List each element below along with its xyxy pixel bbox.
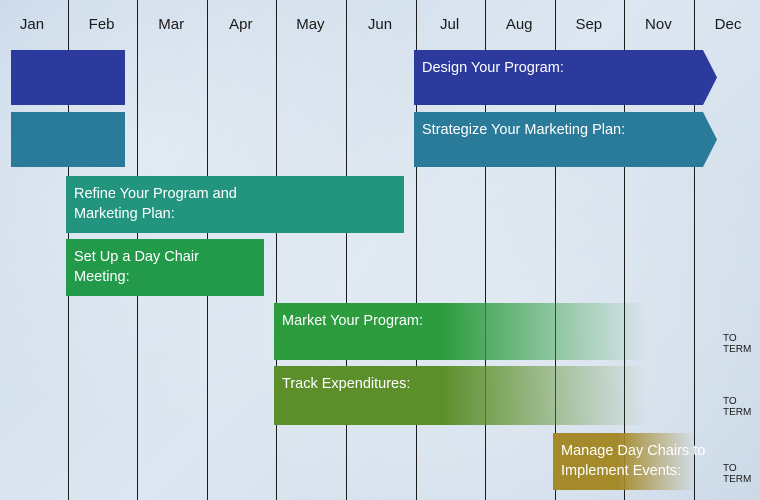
month-label: Jan	[19, 16, 45, 33]
month-label: Mar	[158, 16, 185, 33]
month-label: Feb	[88, 16, 115, 33]
month-gridline	[276, 0, 277, 500]
task-label: Track Expenditures:	[282, 376, 411, 392]
month-gridline	[485, 0, 486, 500]
task-label: Strategize Your Marketing Plan:	[422, 122, 626, 138]
task-label: Market Your Program:	[282, 313, 424, 329]
task-bar	[553, 433, 696, 490]
task-bar	[66, 176, 404, 233]
task-bar	[414, 50, 717, 105]
task-label: Design Your Program:	[422, 60, 564, 76]
task-bar	[414, 112, 717, 167]
month-label: Aug	[505, 16, 533, 33]
task-label: Manage Day Chairs to Implement Events:	[561, 443, 706, 479]
month-label: May	[296, 16, 325, 33]
month-label: Sep	[575, 16, 603, 33]
month-label: Jun	[367, 16, 393, 33]
month-gridline	[555, 0, 556, 500]
task-bar	[274, 366, 647, 425]
to-term-label: TO TERM	[723, 463, 752, 485]
month-label: Dec	[714, 16, 742, 33]
task-bar	[274, 303, 647, 360]
month-gridline	[346, 0, 347, 500]
month-gridline	[416, 0, 417, 500]
task-label: Set Up a Day Chair Meeting:	[74, 249, 199, 285]
task-label: Refine Your Program and Marketing Plan:	[74, 186, 237, 222]
task-bar	[11, 112, 125, 167]
month-label: Nov	[645, 16, 672, 33]
to-term-label: TO TERM	[723, 396, 752, 418]
task-bar	[11, 50, 125, 105]
month-label: Apr	[229, 16, 253, 33]
month-gridline	[624, 0, 625, 500]
to-term-label: TO TERM	[723, 333, 752, 355]
task-bar	[66, 239, 264, 296]
month-label: Jul	[440, 16, 460, 33]
month-gridline	[694, 0, 695, 500]
